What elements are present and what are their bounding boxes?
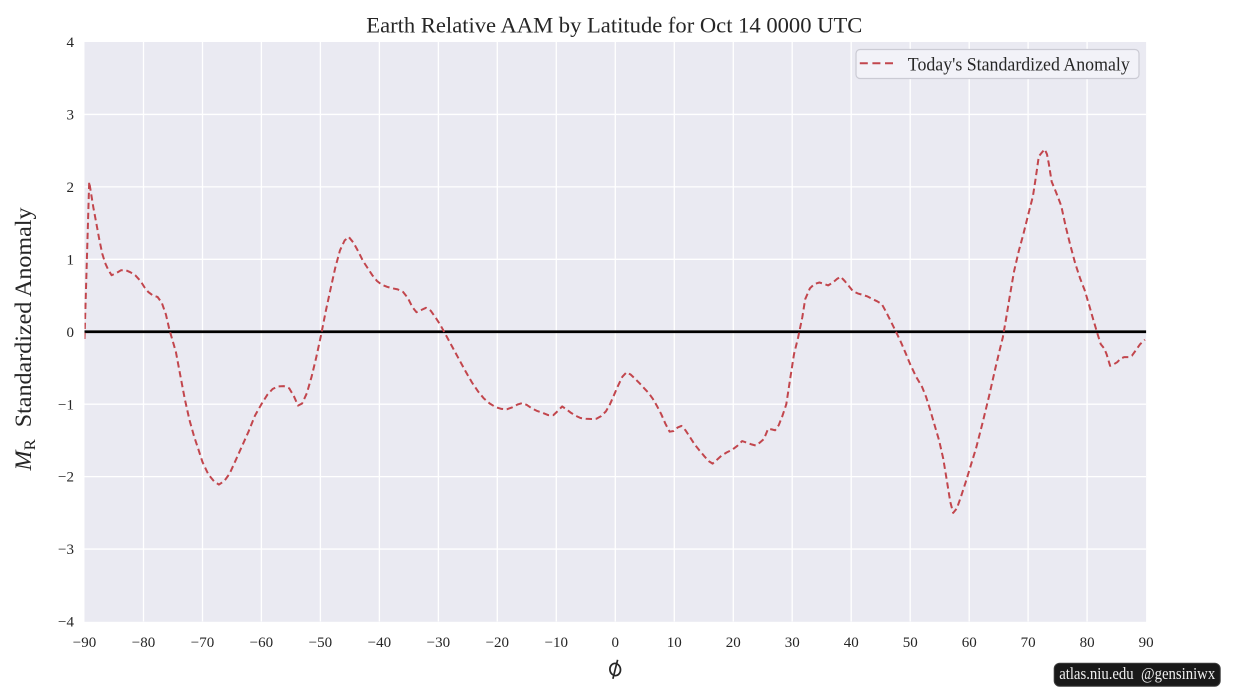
svg-text:−1: −1 xyxy=(58,397,74,413)
svg-text:1: 1 xyxy=(67,252,75,268)
svg-text:70: 70 xyxy=(1021,635,1036,651)
svg-text:60: 60 xyxy=(962,635,977,651)
svg-text:−40: −40 xyxy=(368,635,391,651)
svg-text:40: 40 xyxy=(844,635,859,651)
svg-text:Earth Relative AAM by Latitude: Earth Relative AAM by Latitude for Oct 1… xyxy=(366,12,862,37)
svg-text:−4: −4 xyxy=(58,615,74,631)
svg-text:MR Standardized Anomaly: MR Standardized Anomaly xyxy=(11,207,39,472)
svg-text:3: 3 xyxy=(67,108,75,124)
svg-text:−80: −80 xyxy=(132,635,155,651)
svg-text:−70: −70 xyxy=(191,635,214,651)
svg-text:90: 90 xyxy=(1139,635,1154,651)
svg-text:2: 2 xyxy=(67,180,75,196)
svg-text:0: 0 xyxy=(612,635,620,651)
svg-text:−3: −3 xyxy=(58,542,74,558)
svg-text:−90: −90 xyxy=(73,635,96,651)
svg-text:30: 30 xyxy=(785,635,800,651)
svg-text:80: 80 xyxy=(1080,635,1095,651)
svg-text:0: 0 xyxy=(67,325,75,341)
svg-text:10: 10 xyxy=(667,635,682,651)
svg-text:−10: −10 xyxy=(545,635,568,651)
svg-text:20: 20 xyxy=(726,635,741,651)
svg-text:−20: −20 xyxy=(486,635,509,651)
svg-text:atlas.niu.edu @gensiniwx: atlas.niu.edu @gensiniwx xyxy=(1059,664,1215,683)
svg-text:−50: −50 xyxy=(309,635,332,651)
svg-text:−60: −60 xyxy=(250,635,273,651)
svg-text:−2: −2 xyxy=(58,470,74,486)
svg-text:4: 4 xyxy=(67,35,75,51)
svg-text:Today's Standardized Anomaly: Today's Standardized Anomaly xyxy=(908,55,1130,76)
svg-text:50: 50 xyxy=(903,635,918,651)
svg-text:−30: −30 xyxy=(427,635,450,651)
